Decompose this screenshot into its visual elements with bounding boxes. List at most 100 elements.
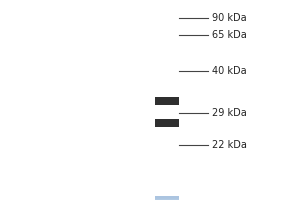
Bar [154,198,178,200]
Bar [154,196,178,198]
Bar [154,197,178,199]
Bar [154,196,178,198]
Bar [154,197,178,199]
Bar [154,196,178,199]
Bar [154,196,178,199]
Bar [154,119,178,127]
Bar [154,197,178,199]
Bar [154,198,178,200]
Bar [154,196,178,199]
Bar [154,197,178,200]
Bar [154,197,178,199]
Bar [154,198,178,200]
Bar [154,196,178,199]
Bar [154,197,178,199]
Text: 65 kDa: 65 kDa [212,30,246,40]
Bar [154,196,178,198]
Bar [154,198,178,200]
Bar [154,197,178,199]
Bar [154,198,178,200]
Bar [154,196,178,199]
Bar [154,196,178,199]
Bar [154,197,178,199]
Bar [154,196,178,198]
Bar [154,198,178,200]
Bar [154,197,178,199]
Bar [154,198,178,200]
Bar [154,196,178,198]
Bar [154,196,178,198]
Bar [154,197,178,199]
Bar [154,197,178,200]
Bar [154,198,178,200]
Bar [154,197,178,200]
Bar [154,197,178,199]
Text: 29 kDa: 29 kDa [212,108,246,118]
Bar [154,197,178,199]
Bar [154,197,178,199]
Bar [154,197,178,199]
Bar [154,196,178,198]
Bar [154,196,178,198]
Bar [154,197,178,200]
Bar [154,197,178,199]
Bar [154,196,178,198]
Bar [154,197,178,199]
Bar [154,197,178,199]
Bar [154,196,178,198]
Bar [154,198,178,200]
Bar [154,197,178,200]
Bar [154,198,178,200]
Bar [154,198,178,200]
Bar [154,197,178,199]
Bar [154,196,178,198]
Text: 40 kDa: 40 kDa [212,66,246,76]
Bar [154,198,178,200]
Bar [154,196,178,198]
Bar [154,197,178,200]
Bar [154,97,178,105]
Bar [154,197,178,199]
Bar [154,196,178,198]
Bar [154,196,178,199]
Bar [154,196,178,199]
Bar [154,197,178,200]
Bar [154,196,178,198]
Bar [154,197,178,199]
Bar [154,197,178,199]
Bar [154,196,178,198]
Bar [154,196,178,198]
Bar [154,197,178,200]
Bar [154,197,178,199]
Bar [154,197,178,199]
Bar [154,197,178,199]
Bar [154,196,178,198]
Bar [154,196,178,198]
Bar [154,196,178,198]
Bar [154,197,178,199]
Text: 90 kDa: 90 kDa [212,13,246,23]
Bar [154,197,178,199]
Bar [154,197,178,199]
Bar [154,196,178,198]
Bar [154,197,178,199]
Bar [154,197,178,199]
Bar [154,197,178,199]
Bar [154,198,178,200]
Bar [154,196,178,198]
Bar [154,196,178,199]
Bar [154,198,178,200]
Bar [154,197,178,199]
Bar [154,197,178,199]
Bar [154,196,178,198]
Bar [154,197,178,199]
Bar [154,197,178,199]
Bar [154,197,178,200]
Bar [154,198,178,200]
Bar [154,197,178,199]
Bar [154,197,178,199]
Bar [154,198,178,200]
Bar [154,196,178,198]
Bar [154,197,178,200]
Bar [154,196,178,199]
